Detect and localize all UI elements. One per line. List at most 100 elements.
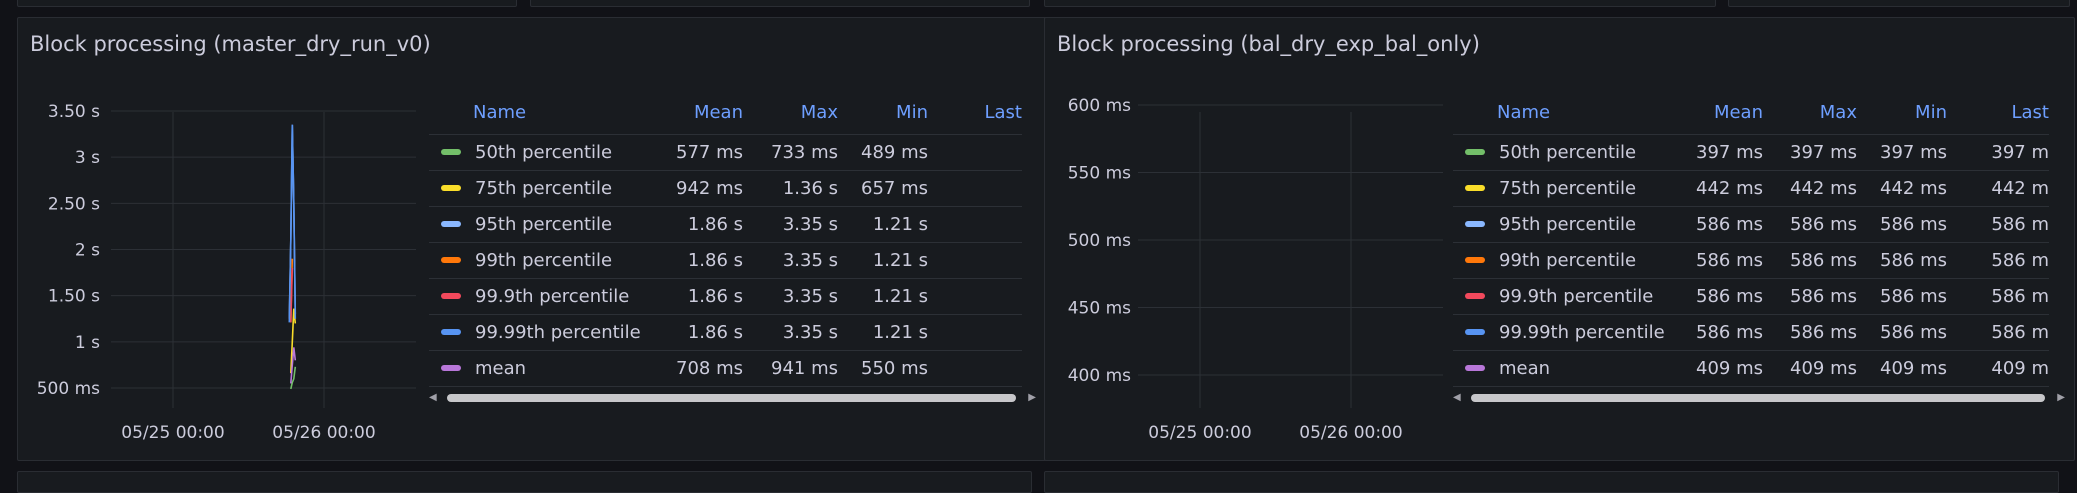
series-line[interactable] — [288, 124, 297, 323]
series-name[interactable]: 75th percentile — [1499, 178, 1637, 199]
y-tick-label: 3 s — [75, 148, 100, 168]
series-color-swatch[interactable] — [441, 184, 461, 191]
legend-row[interactable]: 99.9th percentile 1.86 s 3.35 s 1.21 s — [429, 278, 1022, 315]
series-color-swatch[interactable] — [441, 220, 461, 227]
panel-stub-top-4 — [1728, 0, 2070, 7]
series-color-swatch[interactable] — [441, 148, 461, 155]
legend-cell-min: 1.21 s — [838, 206, 928, 243]
series-color-swatch[interactable] — [1465, 292, 1485, 299]
legend-cell-max: 586 ms — [1763, 242, 1857, 279]
legend-header-name[interactable]: Name — [1453, 90, 1675, 135]
series-name[interactable]: 95th percentile — [475, 214, 613, 235]
series-line[interactable] — [290, 366, 297, 390]
scroll-left-icon[interactable]: ◀ — [1453, 392, 1461, 403]
scroll-left-icon[interactable]: ◀ — [429, 392, 437, 403]
legend-cell-last: 586 m — [1947, 314, 2049, 351]
panel-title[interactable]: Block processing (bal_dry_exp_bal_only) — [1057, 32, 1480, 56]
legend-cell-last — [928, 314, 1022, 351]
series-name[interactable]: mean — [1499, 358, 1551, 379]
legend-cell-max: 3.35 s — [743, 242, 838, 279]
legend-cell-mean: 942 ms — [651, 170, 743, 207]
y-tick-label: 3.50 s — [48, 102, 100, 122]
legend-row[interactable]: mean 708 ms 941 ms 550 ms — [429, 350, 1022, 387]
legend-cell-min: 586 ms — [1857, 314, 1947, 351]
series-color-swatch[interactable] — [1465, 148, 1485, 155]
legend-row[interactable]: 99th percentile 1.86 s 3.35 s 1.21 s — [429, 242, 1022, 279]
series-name[interactable]: 99th percentile — [1499, 250, 1637, 271]
legend-header-last[interactable]: Last — [1947, 90, 2049, 135]
legend-row[interactable]: 95th percentile 1.86 s 3.35 s 1.21 s — [429, 206, 1022, 243]
legend-row[interactable]: 99.9th percentile 586 ms 586 ms 586 ms 586 m — [1453, 278, 2049, 315]
legend-cell-last — [928, 278, 1022, 315]
legend-cell-min: 442 ms — [1857, 170, 1947, 207]
legend-cell-max: 733 ms — [743, 134, 838, 171]
legend-header-min[interactable]: Min — [1857, 90, 1947, 135]
series-name[interactable]: 75th percentile — [475, 178, 613, 199]
series-name[interactable]: mean — [475, 358, 527, 379]
x-tick-label: 05/26 00:00 — [272, 423, 375, 443]
legend-header-mean[interactable]: Mean — [1675, 90, 1763, 135]
legend-cell-min: 586 ms — [1857, 206, 1947, 243]
panel-title[interactable]: Block processing (master_dry_run_v0) — [30, 32, 431, 56]
legend-cell-min: 1.21 s — [838, 278, 928, 315]
series-name[interactable]: 99.9th percentile — [475, 286, 630, 307]
series-name[interactable]: 99.9th percentile — [1499, 286, 1654, 307]
legend-header-min[interactable]: Min — [838, 90, 928, 135]
legend-horizontal-scrollbar[interactable]: ◀ ▶ — [1453, 391, 2065, 405]
legend-cell-last: 397 m — [1947, 134, 2049, 171]
legend-row[interactable]: 99th percentile 586 ms 586 ms 586 ms 586 m — [1453, 242, 2049, 279]
legend-header-name[interactable]: Name — [429, 90, 651, 135]
legend-cell-min: 409 ms — [1857, 350, 1947, 387]
series-color-swatch[interactable] — [1465, 184, 1485, 191]
panel-stub-bottom-2 — [1044, 471, 2059, 493]
scrollbar-thumb[interactable] — [1471, 394, 2045, 402]
legend-row[interactable]: 50th percentile 577 ms 733 ms 489 ms — [429, 134, 1022, 171]
panel-master-dry-run[interactable]: Block processing (master_dry_run_v0) 500… — [17, 17, 1048, 461]
series-name[interactable]: 99th percentile — [475, 250, 613, 271]
legend-row[interactable]: 95th percentile 586 ms 586 ms 586 ms 586 m — [1453, 206, 2049, 243]
legend-scroll-area[interactable]: Name Mean Max Min Last 50th percentile 397 ms 3… — [1453, 90, 2065, 387]
series-color-swatch[interactable] — [441, 364, 461, 371]
panel-stub-bottom-1 — [17, 471, 1032, 493]
series-name[interactable]: 50th percentile — [475, 142, 613, 163]
legend-row[interactable]: mean 409 ms 409 ms 409 ms 409 m — [1453, 350, 2049, 387]
legend-header-mean[interactable]: Mean — [651, 90, 743, 135]
y-tick-label: 500 ms — [1068, 231, 1131, 251]
timeseries-chart[interactable]: 400 ms 450 ms 500 ms 550 ms 600 ms 05/25 00:0… — [1045, 18, 1465, 458]
series-color-swatch[interactable] — [441, 292, 461, 299]
legend-horizontal-scrollbar[interactable]: ◀ ▶ — [429, 391, 1036, 405]
y-tick-label: 450 ms — [1068, 299, 1131, 319]
series-line[interactable] — [290, 267, 294, 323]
series-color-swatch[interactable] — [1465, 256, 1485, 263]
series-name[interactable]: 50th percentile — [1499, 142, 1637, 163]
legend-row[interactable]: 99.99th percentile 1.86 s 3.35 s 1.21 s — [429, 314, 1022, 351]
legend-cell-max: 409 ms — [1763, 350, 1857, 387]
legend-header-last[interactable]: Last — [928, 90, 1022, 135]
legend-scroll-area[interactable]: Name Mean Max Min Last 50th percentile 577 ms 7… — [429, 90, 1036, 387]
legend-row[interactable]: 75th percentile 942 ms 1.36 s 657 ms — [429, 170, 1022, 207]
series-name[interactable]: 99.99th percentile — [475, 322, 641, 343]
legend-row[interactable]: 75th percentile 442 ms 442 ms 442 ms 442 m — [1453, 170, 2049, 207]
series-line[interactable] — [290, 347, 297, 384]
legend-header-max[interactable]: Max — [743, 90, 838, 135]
legend-cell-last — [928, 242, 1022, 279]
timeseries-chart[interactable]: 500 ms 1 s 1.50 s 2 s 2.50 s 3 s 3.50 s 05/25 0… — [18, 18, 438, 458]
scroll-right-icon[interactable]: ▶ — [1028, 392, 1036, 403]
y-tick-label: 550 ms — [1068, 164, 1131, 184]
scroll-right-icon[interactable]: ▶ — [2057, 392, 2065, 403]
series-color-swatch[interactable] — [441, 328, 461, 335]
series-color-swatch[interactable] — [1465, 364, 1485, 371]
legend-header-max[interactable]: Max — [1763, 90, 1857, 135]
series-name[interactable]: 95th percentile — [1499, 214, 1637, 235]
legend-row[interactable]: 99.99th percentile 586 ms 586 ms 586 ms 586 … — [1453, 314, 2049, 351]
panel-bal-dry-exp[interactable]: Block processing (bal_dry_exp_bal_only) … — [1044, 17, 2075, 461]
series-name[interactable]: 99.99th percentile — [1499, 322, 1665, 343]
series-color-swatch[interactable] — [441, 256, 461, 263]
series-color-swatch[interactable] — [1465, 328, 1485, 335]
series-color-swatch[interactable] — [1465, 220, 1485, 227]
legend-cell-max: 941 ms — [743, 350, 838, 387]
legend-cell-min: 550 ms — [838, 350, 928, 387]
legend-row[interactable]: 50th percentile 397 ms 397 ms 397 ms 397 m — [1453, 134, 2049, 171]
scrollbar-thumb[interactable] — [447, 394, 1016, 402]
legend-cell-mean: 708 ms — [651, 350, 743, 387]
